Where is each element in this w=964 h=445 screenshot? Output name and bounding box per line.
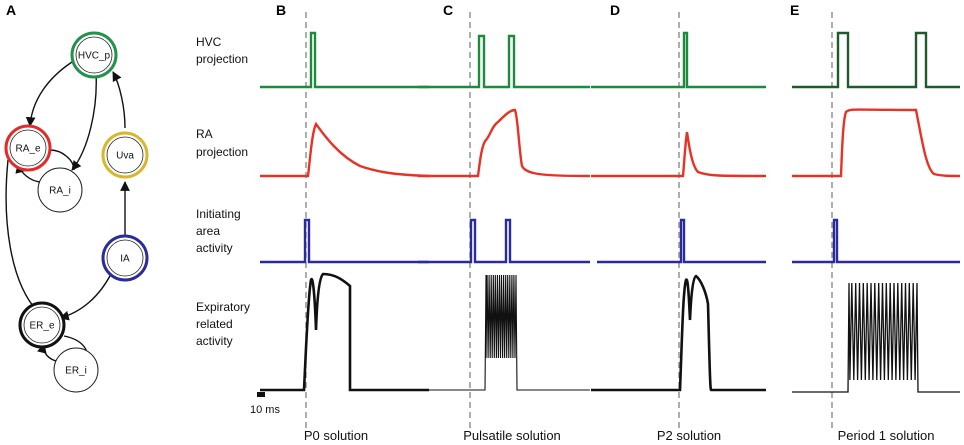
scale-bar — [257, 392, 265, 397]
edge-hvc-to-ra-e — [25, 61, 73, 127]
node-ra-e: RA_e — [4, 124, 52, 172]
panel-letter-e: E — [790, 2, 799, 18]
row-label-init: Initiating area activity — [196, 207, 241, 255]
row-label-init-line-1: Initiating — [196, 207, 241, 221]
row-label-init-line-2: area — [196, 224, 220, 238]
node-label-hvc-p: HVC_p — [78, 51, 111, 62]
column-title-e: Period 1 solution — [838, 428, 935, 443]
node-uva: Uva — [101, 131, 149, 179]
trace-init-b — [260, 218, 429, 264]
panel-letter-d: D — [610, 2, 620, 18]
trace-ra-d — [591, 131, 767, 178]
trace-ra-e — [792, 108, 961, 178]
row-label-init-line-3: activity — [196, 241, 233, 255]
panel-letter-c: C — [443, 2, 453, 18]
trace-init-e — [792, 218, 960, 264]
row-label-ra: RA projection — [196, 127, 248, 159]
node-er-e: ER_e — [18, 301, 66, 349]
column-title-c: Pulsatile solution — [463, 428, 561, 443]
trace-exp-c — [418, 274, 590, 391]
node-label-er-i: ER_i — [65, 366, 87, 377]
trace-hvc-e — [792, 31, 960, 89]
trace-ra-c — [418, 108, 591, 178]
edge-ia-to-er-e — [59, 271, 113, 321]
column-title-d: P2 solution — [657, 428, 721, 443]
row-label-exp-line-3: activity — [196, 334, 233, 348]
trace-hvc-b — [260, 31, 429, 89]
node-label-er-e: ER_e — [29, 321, 54, 332]
row-label-exp: Expiratory related activity — [196, 300, 250, 348]
row-label-hvc-line-2: projection — [196, 52, 248, 66]
trace-hvc-c — [418, 34, 590, 89]
row-label-exp-line-1: Expiratory — [196, 300, 250, 314]
trace-exp-b — [260, 272, 429, 392]
row-label-exp-line-2: related — [196, 317, 233, 331]
row-label-ra-line-2: projection — [196, 145, 248, 159]
panel-letter-b: B — [276, 2, 286, 18]
panel-letter-a: A — [6, 2, 16, 18]
edge-uva-to-hvc — [112, 71, 126, 129]
trace-exp-e — [792, 282, 960, 393]
network-diagram: HVC_p RA_e RA_i Uva IA ER_e ER_i — [4, 31, 149, 393]
trace-exp-d — [591, 274, 766, 392]
row-label-hvc-line-1: HVC — [196, 35, 222, 49]
edge-ra-e-to-er-e — [5, 159, 39, 313]
node-label-ia: IA — [120, 254, 130, 265]
node-hvc-p: HVC_p — [70, 31, 118, 79]
node-label-ra-i: RA_i — [49, 186, 71, 197]
row-label-hvc: HVC projection — [196, 35, 248, 66]
edge-ra-e-to-ra-i — [49, 149, 75, 171]
node-er-i: ER_i — [53, 347, 99, 393]
trace-hvc-d — [591, 31, 766, 89]
trace-ra-b — [260, 121, 430, 178]
node-label-ra-e: RA_e — [15, 144, 40, 155]
trace-init-c — [418, 218, 590, 264]
trace-init-d — [597, 218, 766, 264]
edge-hvc-to-ra-i — [71, 71, 97, 171]
node-ra-i: RA_i — [37, 167, 83, 213]
column-title-b: P0 solution — [304, 428, 368, 443]
node-label-uva: Uva — [116, 151, 134, 162]
node-ia: IA — [101, 234, 149, 282]
row-label-ra-line-1: RA — [196, 127, 213, 141]
scale-bar-label: 10 ms — [250, 404, 280, 416]
